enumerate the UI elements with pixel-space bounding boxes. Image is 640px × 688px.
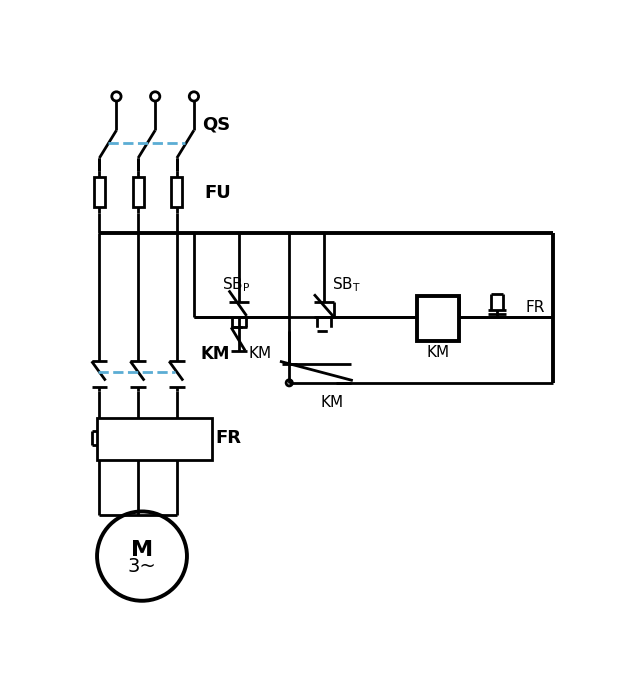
Text: KM: KM [426, 345, 450, 360]
Text: FU: FU [204, 184, 231, 202]
Text: KM: KM [320, 395, 344, 409]
Text: FR: FR [216, 429, 242, 447]
Text: QS: QS [202, 116, 230, 134]
Bar [417, 296, 459, 341]
Bar [172, 178, 182, 207]
Text: M: M [131, 540, 153, 560]
Text: $\mathdefault{SB_P}$: $\mathdefault{SB_P}$ [222, 275, 250, 294]
Bar [94, 178, 105, 207]
Text: FR: FR [525, 300, 545, 315]
Text: 3~: 3~ [127, 557, 156, 577]
Text: KM: KM [249, 346, 272, 361]
Bar [97, 418, 212, 460]
Text: KM: KM [200, 345, 230, 363]
Bar [132, 178, 143, 207]
Text: $\mathdefault{SB_T}$: $\mathdefault{SB_T}$ [332, 275, 361, 294]
